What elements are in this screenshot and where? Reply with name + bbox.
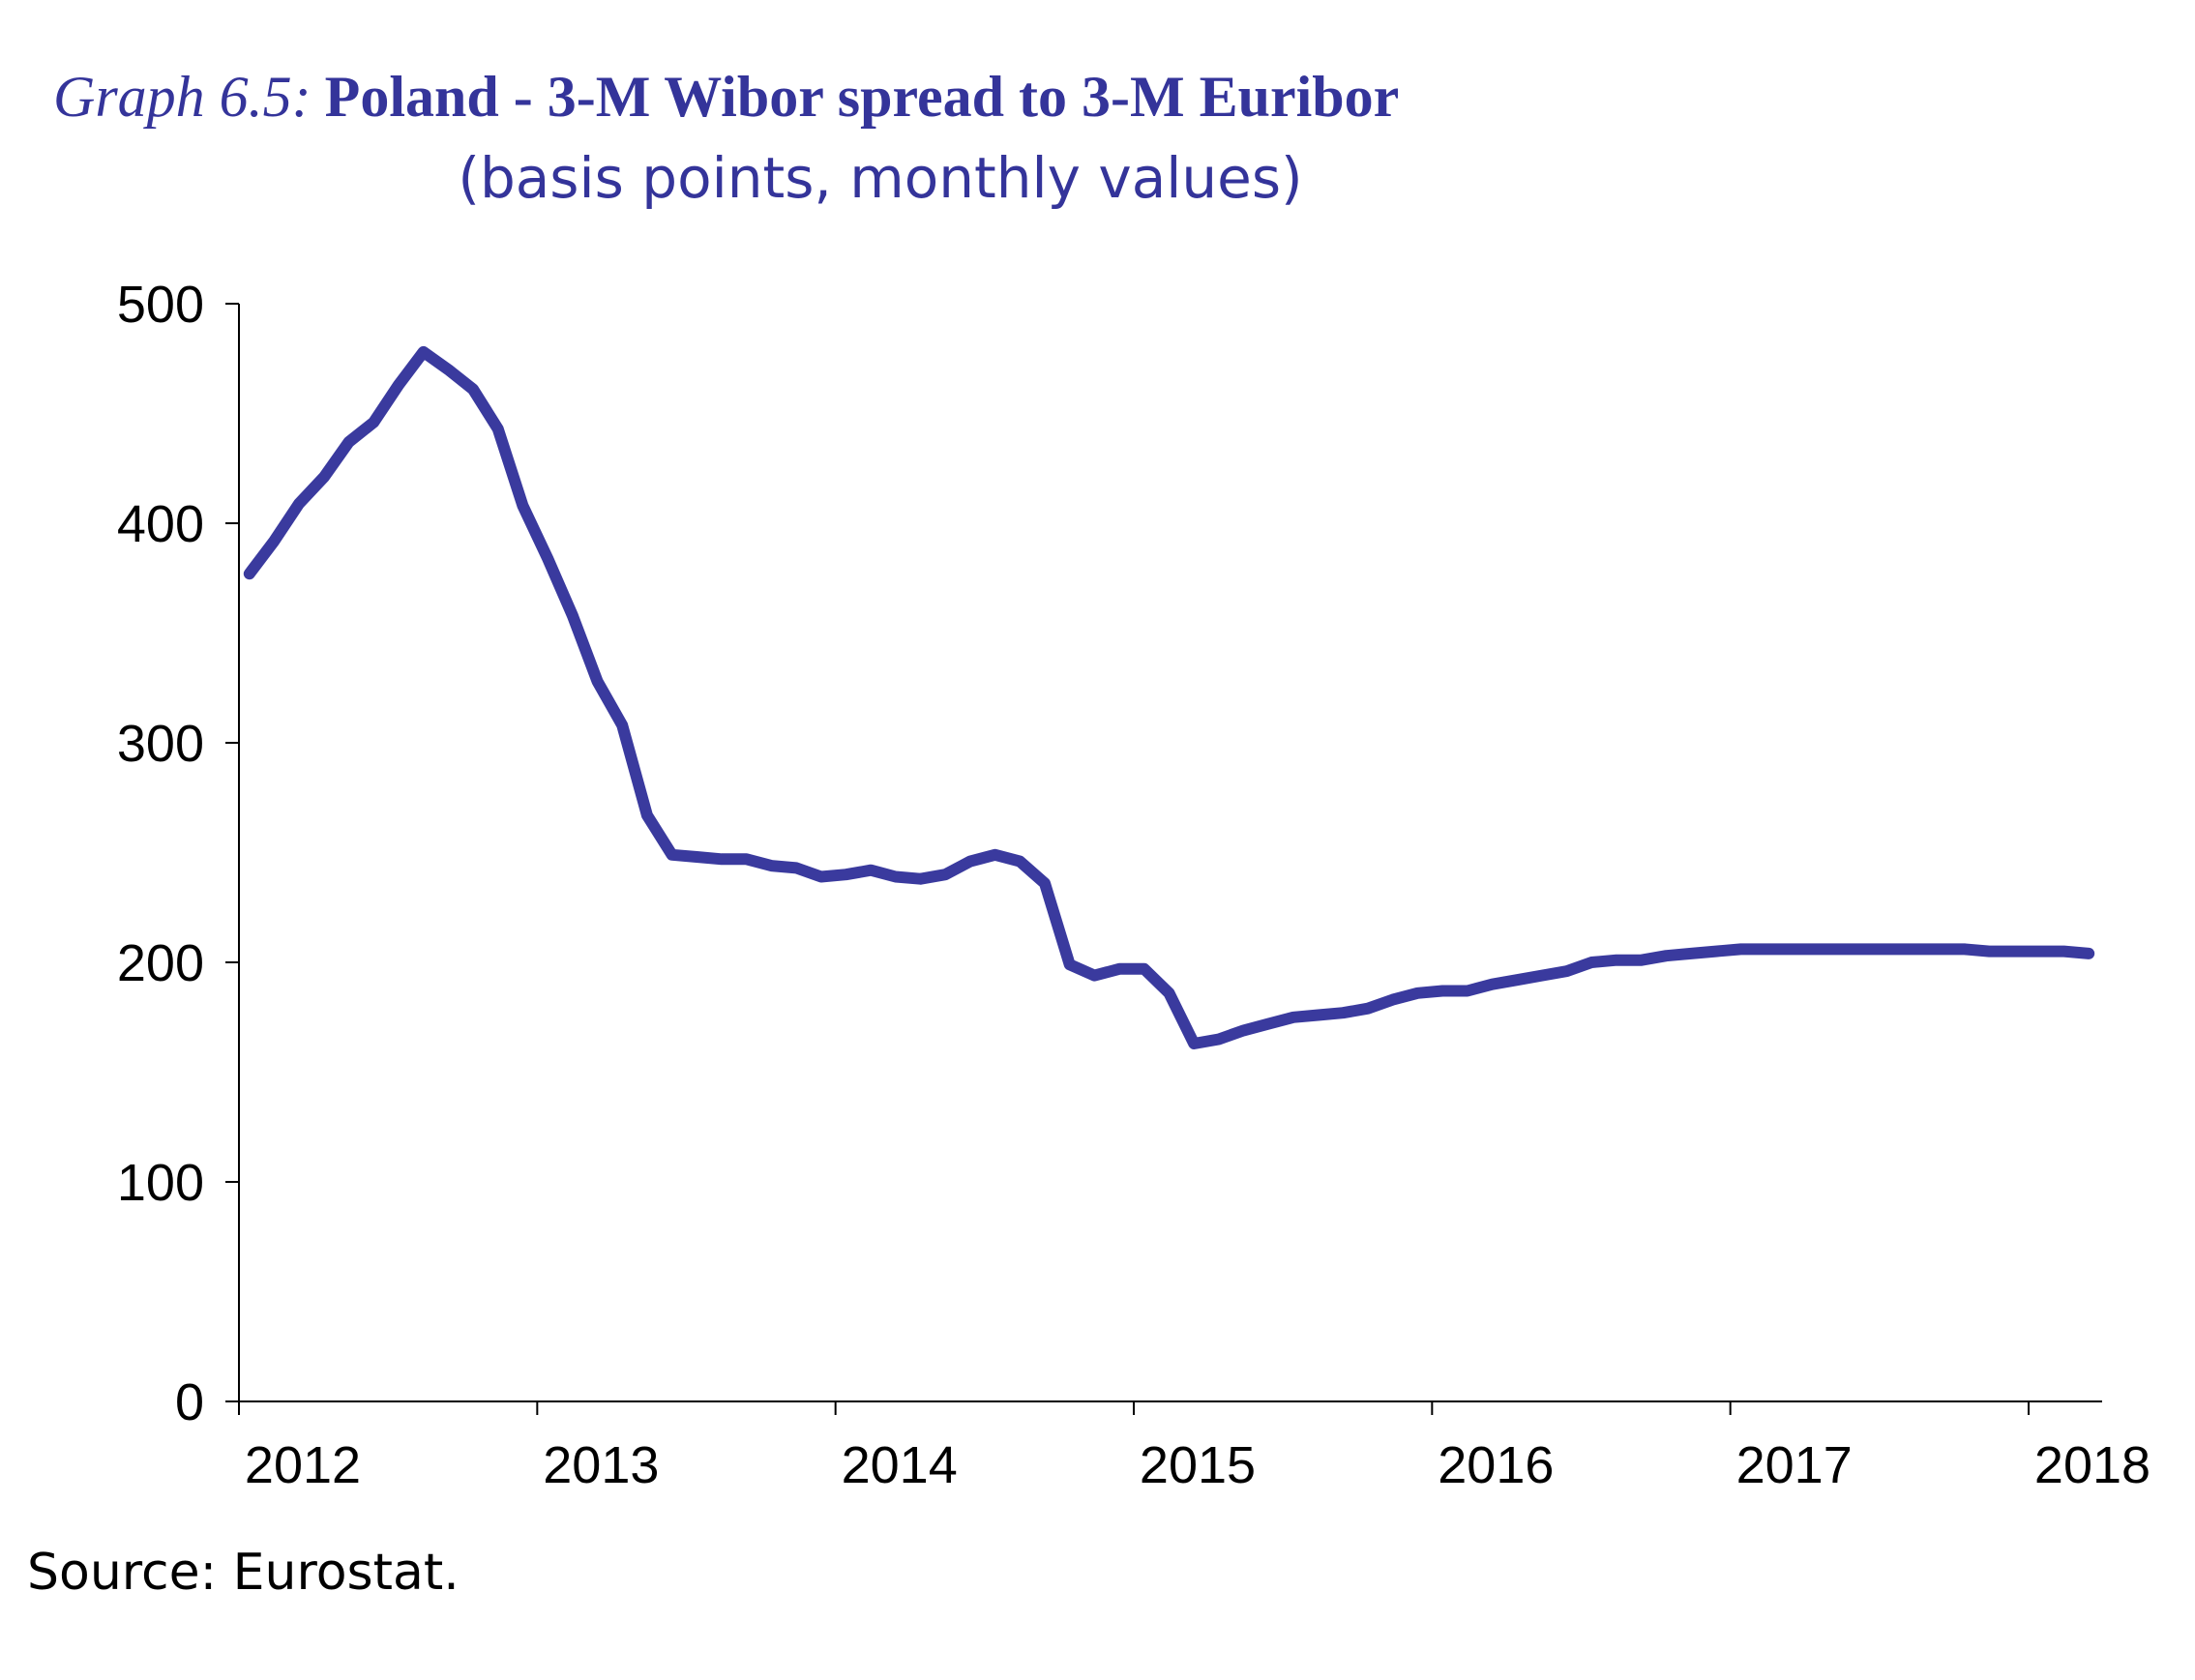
- x-tick-label: 2014: [842, 1436, 958, 1494]
- x-tick-label: 2012: [245, 1436, 361, 1494]
- y-tick-label: 0: [175, 1373, 204, 1431]
- data-points: [249, 351, 2090, 1045]
- chart-subtitle: (basis points, monthly values): [458, 145, 1302, 211]
- chart-title: Graph 6.5: Poland - 3-M Wibor spread to 3…: [53, 65, 1399, 129]
- x-tick-label: 2018: [2034, 1436, 2151, 1494]
- x-tick-label: 2017: [1736, 1436, 1853, 1494]
- x-tick-label: 2015: [1140, 1436, 1256, 1494]
- y-tick-label: 400: [117, 495, 204, 553]
- series-line: [243, 345, 2095, 1049]
- y-tick-label: 100: [117, 1154, 204, 1212]
- source-note: Source: Eurostat.: [27, 1544, 460, 1602]
- x-tick-label: 2016: [1438, 1436, 1554, 1494]
- title-prefix: Graph 6.5:: [53, 65, 311, 129]
- title-main: Poland - 3-M Wibor spread to 3-M Euribor: [325, 65, 1400, 129]
- y-tick-label: 200: [117, 934, 204, 992]
- y-tick-label: 300: [117, 715, 204, 773]
- y-tick-label: 500: [117, 276, 204, 334]
- x-tick-label: 2013: [543, 1436, 659, 1494]
